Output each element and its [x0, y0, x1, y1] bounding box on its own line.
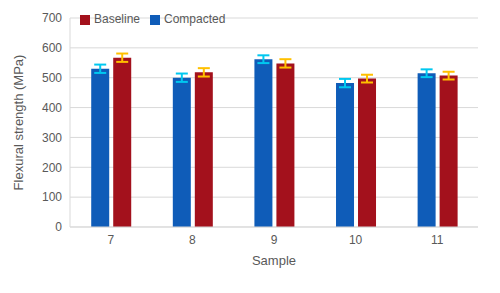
svg-text:700: 700	[42, 11, 62, 25]
svg-text:600: 600	[42, 41, 62, 55]
html-text:Compacted: Compacted	[164, 12, 226, 26]
html-text:Baseline: Baseline	[94, 12, 140, 26]
svg-text:0: 0	[55, 220, 62, 234]
svg-text:Sample: Sample	[252, 253, 296, 268]
svg-text:500: 500	[42, 71, 62, 85]
svg-text:9: 9	[271, 233, 278, 247]
svg-text:11: 11	[431, 233, 444, 247]
svg-text:Flexural strength (MPa): Flexural strength (MPa)	[11, 55, 26, 191]
svg-text:300: 300	[42, 131, 62, 145]
svg-text:400: 400	[42, 101, 62, 115]
svg-text:7: 7	[107, 233, 114, 247]
svg-text:8: 8	[189, 233, 196, 247]
svg-text:200: 200	[42, 161, 62, 175]
svg-text:10: 10	[349, 233, 363, 247]
svg-text:100: 100	[42, 190, 62, 204]
